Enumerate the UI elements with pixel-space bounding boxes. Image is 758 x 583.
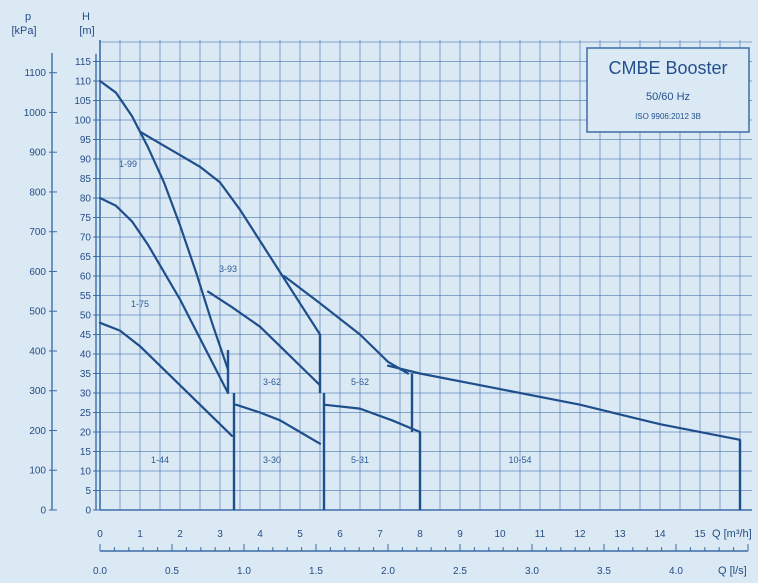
curve-10-54 bbox=[386, 364, 742, 441]
h-tick-label: 30 bbox=[80, 389, 92, 400]
x2-tick-label: 2.5 bbox=[453, 566, 467, 577]
h-tick-label: 35 bbox=[80, 369, 92, 380]
x-tick-label: 10 bbox=[494, 529, 506, 540]
curve-1-99 bbox=[98, 79, 230, 371]
p-tick-label: 1100 bbox=[24, 68, 46, 79]
p-tick-label: 800 bbox=[29, 187, 46, 198]
p-tick-label: 600 bbox=[29, 267, 46, 278]
title-box-frame bbox=[586, 47, 750, 133]
curve-label-5-31: 5-31 bbox=[351, 455, 369, 465]
x-tick-label: 11 bbox=[535, 529, 546, 540]
curve-1-44 bbox=[98, 321, 234, 437]
p-tick-label: 100 bbox=[29, 466, 46, 477]
x2-tick-label: 4.0 bbox=[669, 566, 683, 577]
h-tick-label: 50 bbox=[80, 311, 92, 322]
y-left-label-line2: [kPa] bbox=[11, 25, 36, 37]
h-tick-label: 90 bbox=[80, 155, 92, 166]
h-tick-label: 15 bbox=[80, 447, 92, 458]
h-tick-label: 20 bbox=[80, 428, 92, 439]
curve-3-30 bbox=[234, 403, 322, 445]
x2-tick-label: 0.5 bbox=[165, 566, 179, 577]
x-tick-label: 9 bbox=[457, 529, 463, 540]
h-tick-label: 105 bbox=[74, 96, 91, 107]
chart-standard: ISO 9906:2012 3B bbox=[635, 112, 701, 121]
h-tick-label: 60 bbox=[80, 272, 92, 283]
x-tick-label: 5 bbox=[297, 529, 303, 540]
x-tick-label: 8 bbox=[417, 529, 423, 540]
axes: 0510152025303540455055606570758085909510… bbox=[24, 52, 749, 577]
curve-3-93 bbox=[138, 130, 322, 336]
y-right-label-line1: H bbox=[82, 11, 90, 23]
x-tick-label: 15 bbox=[694, 529, 706, 540]
chart-title: CMBE Booster bbox=[608, 58, 727, 78]
h-tick-label: 70 bbox=[80, 233, 92, 244]
title-box: CMBE Booster 50/60 Hz ISO 9906:2012 3B bbox=[586, 47, 750, 133]
x-tick-label: 2 bbox=[177, 529, 183, 540]
h-tick-label: 5 bbox=[85, 486, 91, 497]
x2-tick-label: 1.0 bbox=[237, 566, 251, 577]
x-tick-label: 1 bbox=[137, 529, 143, 540]
x-tick-label: 13 bbox=[614, 529, 626, 540]
h-tick-label: 80 bbox=[80, 194, 92, 205]
h-tick-label: 75 bbox=[80, 213, 92, 224]
curve-label-10-54: 10-54 bbox=[508, 455, 531, 465]
p-tick-label: 900 bbox=[29, 148, 46, 159]
x-tick-label: 14 bbox=[654, 529, 666, 540]
x-tick-label: 3 bbox=[217, 529, 223, 540]
curve-label-1-99: 1-99 bbox=[119, 159, 137, 169]
h-tick-label: 100 bbox=[74, 116, 91, 127]
p-tick-label: 0 bbox=[40, 506, 46, 517]
pump-curves bbox=[98, 79, 742, 510]
curve-label-1-44: 1-44 bbox=[151, 455, 169, 465]
h-tick-label: 0 bbox=[85, 506, 91, 517]
h-tick-label: 85 bbox=[80, 174, 92, 185]
p-tick-label: 400 bbox=[29, 346, 46, 357]
x-tick-label: 6 bbox=[337, 529, 343, 540]
x2-tick-label: 1.5 bbox=[309, 566, 323, 577]
curve-label-3-30: 3-30 bbox=[263, 455, 281, 465]
h-tick-label: 95 bbox=[80, 135, 92, 146]
x2-tick-label: 3.0 bbox=[525, 566, 539, 577]
x-tick-label: 4 bbox=[257, 529, 263, 540]
x-axis-label: Q [m³/h] bbox=[712, 528, 752, 540]
curve-label-1-75: 1-75 bbox=[131, 299, 149, 309]
p-tick-label: 500 bbox=[29, 307, 46, 318]
curve-labels: 1-99 1-75 1-44 3-93 3-62 3-30 5-62 5-31 10-54 bbox=[119, 159, 532, 465]
curve-3-62 bbox=[206, 290, 322, 387]
x2-tick-label: 3.5 bbox=[597, 566, 611, 577]
h-tick-label: 25 bbox=[80, 408, 92, 419]
h-tick-label: 65 bbox=[80, 252, 92, 263]
curve-label-3-93: 3-93 bbox=[219, 264, 237, 274]
h-tick-label: 110 bbox=[75, 77, 91, 88]
p-tick-label: 700 bbox=[29, 227, 46, 238]
p-tick-label: 200 bbox=[29, 426, 46, 437]
p-tick-label: 300 bbox=[29, 386, 46, 397]
x2-tick-label: 2.0 bbox=[381, 566, 395, 577]
h-tick-label: 55 bbox=[80, 291, 92, 302]
x-tick-label: 0 bbox=[97, 529, 103, 540]
curve-5-31 bbox=[322, 403, 422, 434]
curve-5-62 bbox=[282, 274, 410, 375]
chart-subtitle: 50/60 Hz bbox=[646, 91, 690, 103]
y-left-label-line1: p bbox=[25, 11, 31, 23]
y-right-label-line2: [m] bbox=[79, 25, 94, 37]
curve-label-3-62: 3-62 bbox=[263, 377, 281, 387]
x-tick-label: 7 bbox=[377, 529, 383, 540]
h-tick-label: 115 bbox=[75, 57, 91, 68]
p-tick-label: 1000 bbox=[24, 108, 47, 119]
h-tick-label: 40 bbox=[80, 350, 92, 361]
h-tick-label: 10 bbox=[80, 467, 92, 478]
curve-label-5-62: 5-62 bbox=[351, 377, 369, 387]
curve-1-75 bbox=[98, 196, 230, 395]
x-tick-label: 12 bbox=[574, 529, 586, 540]
h-tick-label: 45 bbox=[80, 330, 92, 341]
x2-tick-label: 0.0 bbox=[93, 566, 107, 577]
x2-axis-label: Q [l/s] bbox=[718, 565, 747, 577]
